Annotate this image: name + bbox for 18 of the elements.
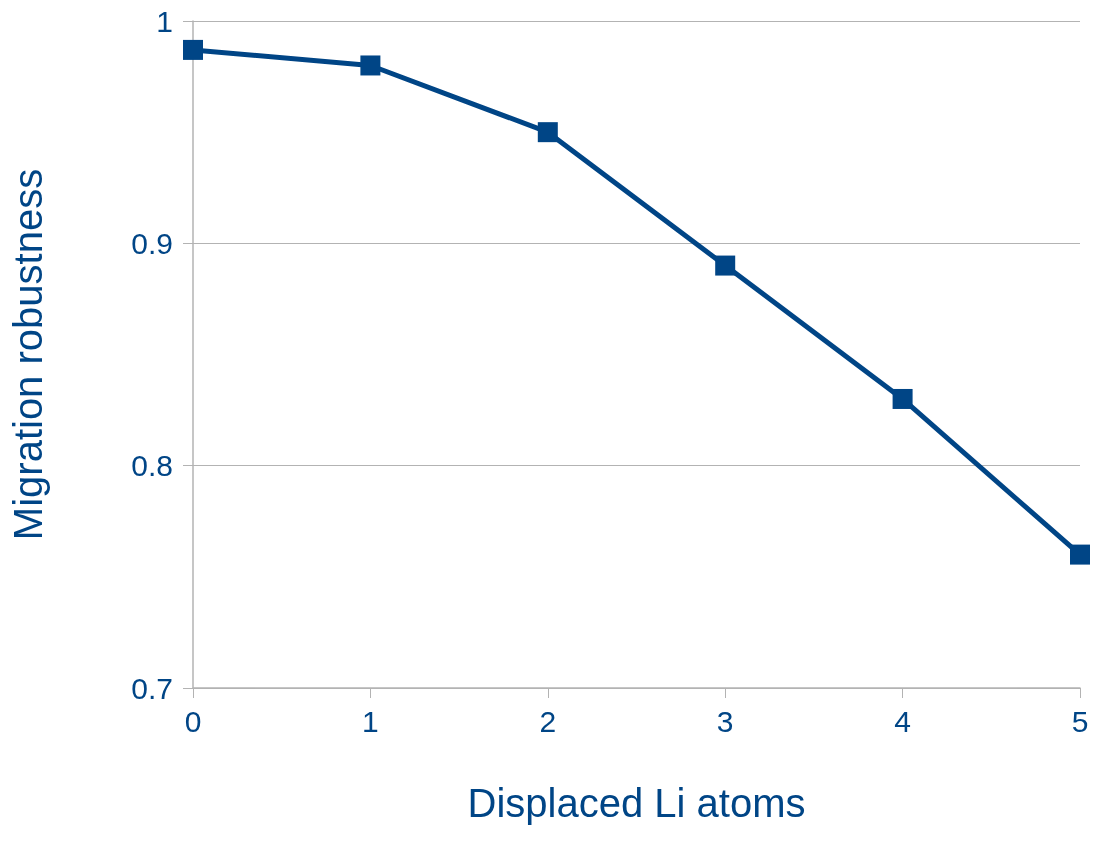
y-tick-label: 0.7 — [131, 671, 173, 705]
point — [183, 39, 203, 60]
y-tick-label: 1 — [156, 4, 173, 38]
y-tick-label: 0.8 — [131, 449, 173, 483]
x-tick-label: 0 — [184, 704, 202, 738]
y-axis-title: Migration robustness — [6, 168, 50, 541]
y-tick-label: 0.9 — [131, 226, 173, 260]
x-axis-title: Displaced Li atoms — [467, 781, 806, 825]
x-tick-label: 2 — [539, 704, 557, 738]
x-tick-label: 1 — [362, 704, 379, 738]
x-tick-label: 3 — [716, 704, 734, 738]
point — [715, 255, 736, 276]
point — [892, 388, 913, 409]
x-tick-label: 4 — [894, 704, 911, 738]
point — [360, 55, 381, 76]
point — [537, 122, 558, 143]
x-tick-label: 5 — [1071, 704, 1089, 738]
point — [1070, 544, 1090, 565]
